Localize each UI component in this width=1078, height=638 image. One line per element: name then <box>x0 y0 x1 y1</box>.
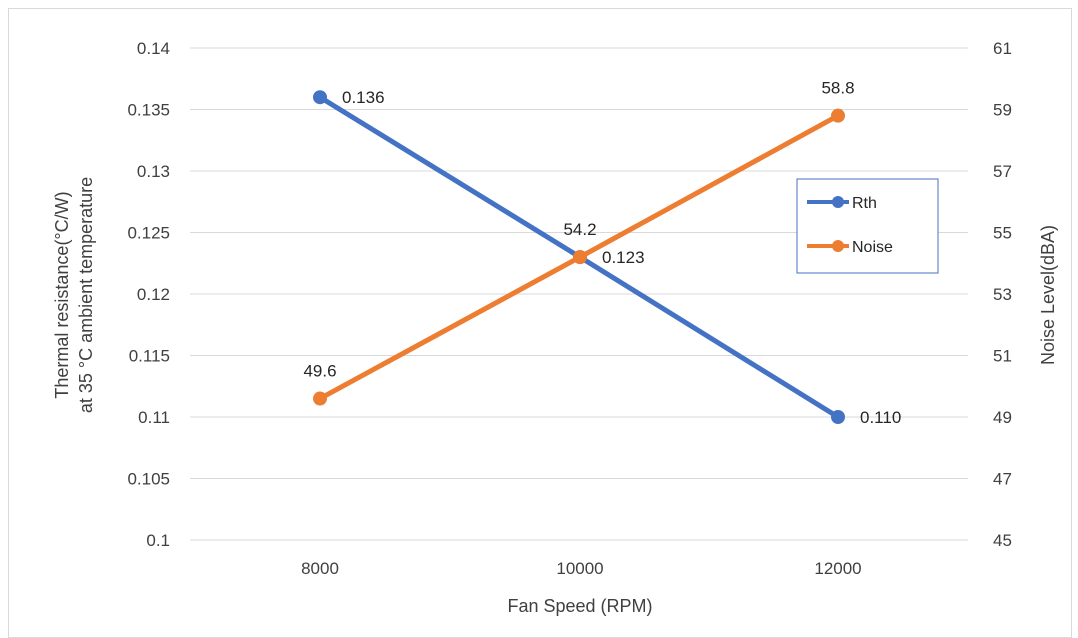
x-tick-label: 12000 <box>814 559 861 578</box>
legend-noise-marker <box>832 240 844 252</box>
data-labels: 0.136 0.123 0.110 49.6 54.2 58.8 <box>303 79 901 427</box>
legend-box <box>796 178 939 274</box>
data-point-rth <box>831 410 845 424</box>
y-tick-label: 0.14 <box>137 39 170 58</box>
legend-noise-label: Noise <box>852 239 893 256</box>
y-tick-label: 0.12 <box>137 285 170 304</box>
data-label-rth: 0.110 <box>860 408 901 427</box>
y-tick-label: 0.11 <box>138 408 170 427</box>
series-layer <box>313 90 845 424</box>
legend-rth-marker <box>832 196 844 208</box>
data-label-noise: 54.2 <box>563 220 596 239</box>
y-axis-title-line1: Thermal resistance(°C/W) <box>52 191 72 398</box>
y2-tick-label: 57 <box>993 162 1012 181</box>
y-axis-ticks: 0.1 0.105 0.11 0.115 0.12 0.125 0.13 0.135 0.14 <box>127 39 170 550</box>
data-label-rth: 0.136 <box>342 88 385 107</box>
y-tick-label: 0.13 <box>137 162 170 181</box>
x-tick-label: 8000 <box>301 559 339 578</box>
data-label-noise: 58.8 <box>821 79 854 98</box>
x-tick-label: 10000 <box>556 559 603 578</box>
y2-tick-label: 53 <box>993 285 1012 304</box>
x-axis-title: Fan Speed (RPM) <box>507 596 652 616</box>
y2-tick-label: 61 <box>993 39 1012 58</box>
y2-tick-label: 45 <box>993 531 1012 550</box>
x-axis-ticks: 8000 10000 12000 <box>301 559 862 578</box>
y2-tick-label: 49 <box>993 408 1012 427</box>
data-point-rth <box>313 90 327 105</box>
data-label-rth: 0.123 <box>602 248 645 267</box>
y2-tick-label: 55 <box>993 224 1012 243</box>
y-tick-label: 0.125 <box>127 224 170 243</box>
data-point-noise <box>831 108 845 123</box>
legend: Rth Noise <box>796 178 939 274</box>
y2-tick-label: 51 <box>993 347 1012 366</box>
y-tick-label: 0.1 <box>146 531 170 550</box>
legend-rth-label: Rth <box>852 195 877 212</box>
data-label-noise: 49.6 <box>303 362 336 381</box>
data-point-noise <box>573 250 587 265</box>
y-tick-label: 0.135 <box>127 101 170 120</box>
data-point-noise <box>313 391 327 406</box>
y-tick-label: 0.105 <box>127 470 170 489</box>
gridlines <box>190 47 968 541</box>
y2-axis-ticks: 45 47 49 51 53 55 57 59 61 <box>993 39 1012 550</box>
y2-tick-label: 59 <box>993 101 1012 120</box>
y-axis-title-line2: at 35 °C ambient temperature <box>76 177 96 413</box>
y2-tick-label: 47 <box>993 470 1012 489</box>
y-tick-label: 0.115 <box>129 347 170 366</box>
y2-axis-title: Noise Level(dBA) <box>1038 225 1058 365</box>
